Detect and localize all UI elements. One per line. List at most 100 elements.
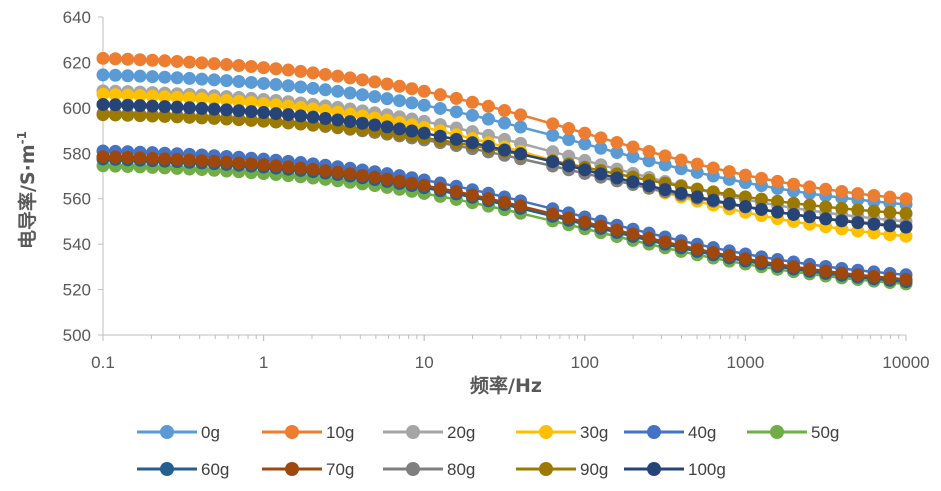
data-point [738,190,752,204]
data-point [417,98,431,112]
data-point [546,128,560,142]
data-point [867,188,881,202]
data-point [449,185,463,199]
legend-item-20g: 20g [383,423,475,442]
data-point [771,205,785,219]
data-point [368,170,382,184]
data-point [819,264,833,278]
legend-marker [160,462,174,476]
legend-item-100g: 100g [624,460,726,479]
data-point [182,71,196,85]
data-point [232,113,246,127]
data-point [281,63,295,77]
data-point [851,187,865,201]
data-point [578,126,592,140]
data-point [368,90,382,104]
data-point [514,120,528,134]
data-point [182,91,196,105]
legend-marker [285,462,299,476]
data-point [158,109,172,123]
data-point [658,149,672,163]
data-point [465,95,479,109]
data-point [96,108,110,122]
data-point [232,94,246,108]
data-point [220,94,234,107]
data-point [182,110,196,124]
data-point [108,98,122,112]
data-point [867,204,881,218]
data-point [562,121,576,135]
data-point [594,131,608,145]
data-point [355,168,369,182]
data-point [405,176,419,190]
data-point [108,150,122,164]
data-point [108,68,122,82]
data-point [158,100,172,114]
legend-item-70g: 70g [262,460,354,479]
data-point [819,182,833,196]
data-point [738,168,752,182]
data-point [465,188,479,202]
data-point [722,165,736,179]
data-point [207,57,221,71]
series-100g [96,97,913,234]
data-point [257,61,271,75]
legend-label: 100g [688,460,726,479]
data-point [281,108,295,122]
y-tick-label: 520 [63,281,91,300]
legend-label: 50g [811,423,839,442]
data-point [257,76,271,90]
data-point [578,137,592,151]
legend-item-80g: 80g [383,460,475,479]
data-point [883,190,897,204]
data-point [498,195,511,209]
data-point [594,167,608,181]
data-point [771,194,785,208]
legend-item-0g: 0g [137,423,220,442]
data-point [803,180,817,194]
data-point [754,171,768,185]
data-point [787,177,801,191]
y-tick-label: 560 [63,190,91,209]
data-point [433,101,447,115]
data-point [594,141,608,155]
legend-item-10g: 10g [262,423,354,442]
legend-label: 90g [580,460,608,479]
data-point [232,75,246,89]
data-point [754,192,768,206]
x-tick-label: 10 [415,353,434,372]
data-point [96,150,110,164]
data-point [417,126,431,140]
data-point [145,99,159,113]
data-point [96,87,110,101]
data-point [207,111,221,125]
data-point [481,192,495,206]
legend-label: 30g [580,423,608,442]
data-point [514,108,528,122]
data-point [867,270,881,283]
data-point [207,93,221,107]
data-point [498,143,511,157]
data-point [899,206,913,220]
data-point [145,89,159,103]
data-point [121,88,135,102]
data-point [207,73,221,87]
tick-labels: 0.1 1 10 100 1000 10000 500 520 540 560 580 600 620 6… [63,8,930,372]
legend-label: 10g [326,423,354,442]
data-point [294,109,308,123]
data-point [158,70,172,84]
data-point [318,67,332,81]
data-point [294,161,308,175]
data-point [207,154,221,168]
data-point [368,75,382,89]
legend-item-90g: 90g [516,460,608,479]
data-point [851,268,865,282]
data-point [449,132,463,146]
data-point [546,117,560,131]
data-point [835,214,849,228]
data-point [380,92,394,106]
data-point [722,249,736,263]
legend-item-50g: 50g [747,423,839,442]
y-tick-label: 600 [63,99,91,118]
data-point [771,257,785,271]
